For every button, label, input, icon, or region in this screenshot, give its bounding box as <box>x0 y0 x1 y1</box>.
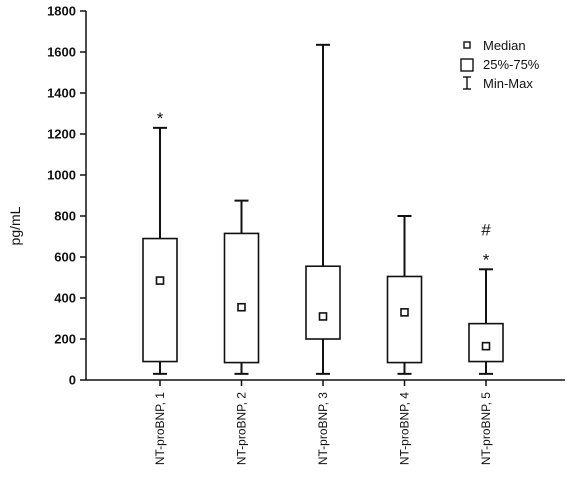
box-group <box>305 43 341 375</box>
y-tick-label: 1800 <box>47 4 76 19</box>
median-marker <box>400 308 409 317</box>
significance-marker: * <box>483 250 490 269</box>
x-tick-label: NT-proBNP, 3 <box>316 392 330 465</box>
box-group <box>386 215 423 375</box>
significance-marker: # <box>481 220 491 239</box>
box-series: **# <box>142 43 504 375</box>
y-tick-label: 1600 <box>47 45 76 60</box>
iqr-box <box>223 232 260 364</box>
y-axis-title: pg/mL <box>7 206 23 245</box>
median-marker <box>481 341 491 351</box>
box-group: *# <box>468 220 504 375</box>
median-marker <box>318 312 328 321</box>
legend-box-symbol <box>460 58 474 72</box>
legend-median-label: Median <box>483 38 526 53</box>
y-tick-label: 200 <box>54 332 76 347</box>
legend-box-label: 25%-75% <box>483 57 540 72</box>
box-group <box>223 199 260 375</box>
y-tick-label: 600 <box>54 250 76 265</box>
y-tick-label: 1400 <box>47 86 76 101</box>
median-marker <box>237 302 246 312</box>
legend-median-symbol <box>463 41 471 49</box>
iqr-box <box>142 237 178 363</box>
legend-whisker-label: Min-Max <box>483 76 533 91</box>
y-tick-label: 400 <box>54 291 76 306</box>
legend: Median 25%-75% Min-Max <box>460 38 540 91</box>
x-tick-label: NT-proBNP, 4 <box>398 392 412 465</box>
y-tick-label: 0 <box>69 373 76 388</box>
iqr-box <box>386 275 423 364</box>
y-tick-label: 800 <box>54 209 76 224</box>
axes: 0 200 400 600 800 1000 1200 1400 1600 1800 NT-proB… <box>47 4 565 465</box>
y-tick-label: 1000 <box>47 168 76 183</box>
x-tick-label: NT-proBNP, 5 <box>479 392 493 465</box>
x-tick-label: NT-proBNP, 2 <box>235 392 249 465</box>
significance-marker: * <box>157 109 164 128</box>
y-tick-label: 1200 <box>47 127 76 142</box>
iqr-box <box>305 265 341 340</box>
x-tick-label: NT-proBNP, 1 <box>153 392 167 465</box>
median-marker <box>155 276 165 285</box>
iqr-box <box>468 322 504 363</box>
box-group: * <box>142 109 178 375</box>
